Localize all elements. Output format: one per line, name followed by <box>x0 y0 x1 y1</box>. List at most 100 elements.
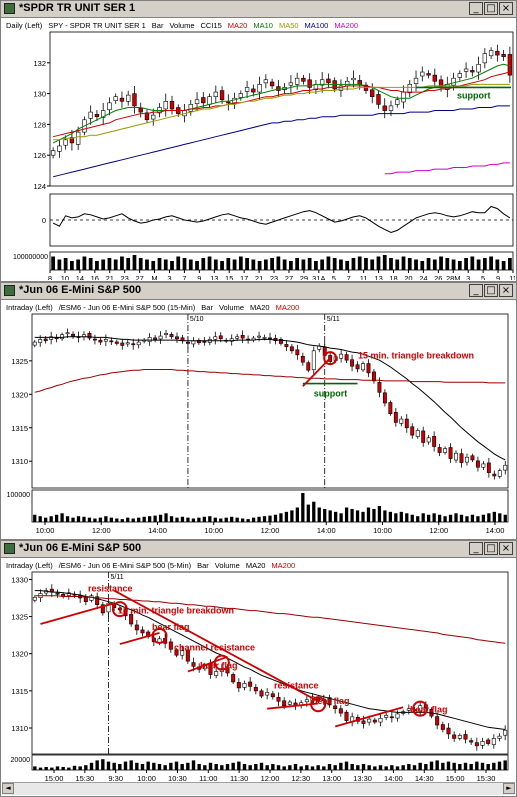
candle <box>63 139 68 146</box>
title-bar[interactable]: *Jun 06 E-Mini S&P 500 _ □ × <box>1 283 516 300</box>
candle <box>481 463 486 468</box>
candle <box>174 649 179 656</box>
title-bar[interactable]: *Jun 06 E-Mini S&P 500 _ □ × <box>1 541 516 558</box>
spy-chart-area[interactable]: Daily (Left) SPY - SPDR TR UNIT SER 1 Bar V… <box>2 18 515 280</box>
candle <box>132 93 137 107</box>
y-tick-label: 1330 <box>11 575 28 584</box>
maximize-button[interactable]: □ <box>484 284 498 297</box>
volume-bar <box>299 766 303 770</box>
volume-bar <box>257 261 262 270</box>
candle <box>49 336 54 340</box>
x-tick-label: 16 <box>91 274 99 280</box>
x-tick-label: 3 <box>466 274 470 280</box>
candle <box>83 597 88 603</box>
price-plot-frame <box>31 571 509 755</box>
support-label: support <box>314 389 348 399</box>
legend-item: Intraday (Left) <box>6 303 53 312</box>
volume-bar <box>282 259 287 270</box>
moving-average-ma200 <box>34 369 506 393</box>
volume-bar <box>246 519 250 522</box>
candle <box>488 50 494 57</box>
window-title: *SPDR TR UNIT SER 1 <box>19 2 136 14</box>
candle <box>501 54 506 57</box>
candle <box>235 336 240 339</box>
legend-item: MA200 <box>271 561 295 570</box>
scroll-left-arrow-icon[interactable]: ◄ <box>2 783 14 794</box>
candle <box>395 99 400 105</box>
moving-average-ma20 <box>52 71 511 138</box>
scroll-right-arrow-icon[interactable]: ► <box>503 783 515 794</box>
y-tick-label: 1310 <box>11 724 28 733</box>
volume-bar <box>254 764 258 770</box>
close-button[interactable]: × <box>499 542 513 555</box>
candle <box>395 713 400 719</box>
annotation-label: 15 min. triangle breakdown <box>118 606 234 616</box>
volume-bar <box>95 261 99 270</box>
es-15min-window: *Jun 06 E-Mini S&P 500 _ □ × Intraday (L… <box>0 282 517 540</box>
y-tick-label: 1310 <box>11 457 28 466</box>
volume-bar <box>120 256 124 270</box>
volume-bar <box>54 514 59 522</box>
candle <box>338 708 343 714</box>
candle <box>55 592 60 595</box>
candle <box>163 101 168 110</box>
candle <box>355 364 360 370</box>
volume-bar <box>231 762 235 770</box>
volume-bar <box>458 764 462 770</box>
candle <box>482 53 488 64</box>
volume-bar <box>497 761 502 770</box>
minimize-button[interactable]: _ <box>469 542 483 555</box>
maximize-button[interactable]: □ <box>484 542 498 555</box>
maximize-button[interactable]: □ <box>484 2 498 15</box>
volume-bar <box>507 258 512 270</box>
x-tick-label: 15:30 <box>75 774 94 782</box>
minimize-button[interactable]: _ <box>469 284 483 297</box>
close-button[interactable]: × <box>499 2 513 15</box>
candle <box>432 436 437 447</box>
volume-bar <box>339 513 343 522</box>
minimize-button[interactable]: _ <box>469 2 483 15</box>
es15-chart[interactable]: Intraday (Left) /ESM6 - Jun 06 E-Mini S&P… <box>2 300 515 538</box>
spy-chart[interactable]: Daily (Left) SPY - SPDR TR UNIT SER 1 Bar V… <box>2 18 515 280</box>
flag-break-circle <box>412 700 429 717</box>
volume-bar <box>248 765 252 770</box>
volume-bar <box>202 516 206 522</box>
es5-chart-area[interactable]: Intraday (Left) /ESM6 - Jun 06 E-Mini S&P… <box>2 558 515 782</box>
candle <box>269 81 275 87</box>
legend-item: MA50 <box>279 21 299 30</box>
horizontal-scrollbar[interactable]: ◄ ► <box>2 782 515 795</box>
volume-bar <box>448 514 453 522</box>
candle <box>268 337 272 340</box>
close-button[interactable]: × <box>499 284 513 297</box>
title-bar[interactable]: *SPDR TR UNIT SER 1 _ □ × <box>1 1 516 18</box>
date-marker-label: 5/10 <box>190 316 204 323</box>
cci-line <box>52 205 511 234</box>
window-icon[interactable] <box>4 285 15 296</box>
x-tick-label: 10:00 <box>36 526 55 535</box>
candle <box>382 105 387 111</box>
window-icon[interactable] <box>4 543 15 554</box>
cci-plot-frame <box>49 193 514 247</box>
volume-bar <box>174 761 179 770</box>
volume-bar <box>366 507 371 522</box>
window-icon[interactable] <box>4 3 15 14</box>
x-tick-label: 18 <box>389 274 397 280</box>
volume-bar <box>72 765 77 770</box>
candle <box>457 735 462 739</box>
es15-chart-area[interactable]: Intraday (Left) /ESM6 - Jun 06 E-Mini S&P… <box>2 300 515 538</box>
candle <box>476 64 481 73</box>
breakdown-label: 15 min. triangle breakdown <box>358 350 474 360</box>
volume-bar <box>482 258 487 270</box>
x-tick-label: 11:30 <box>230 774 248 782</box>
volume-bar <box>312 501 316 522</box>
volume-bar <box>445 258 450 270</box>
bear-flag-trendline <box>334 706 404 728</box>
volume-bar <box>306 504 310 522</box>
volume-bar <box>235 517 239 522</box>
x-tick-label: 14:00 <box>148 526 167 535</box>
candle <box>270 693 275 698</box>
es5-chart[interactable]: Intraday (Left) /ESM6 - Jun 06 E-Mini S&P… <box>2 558 515 782</box>
volume-bar <box>361 764 366 770</box>
candle <box>213 91 218 97</box>
candle <box>92 338 97 341</box>
